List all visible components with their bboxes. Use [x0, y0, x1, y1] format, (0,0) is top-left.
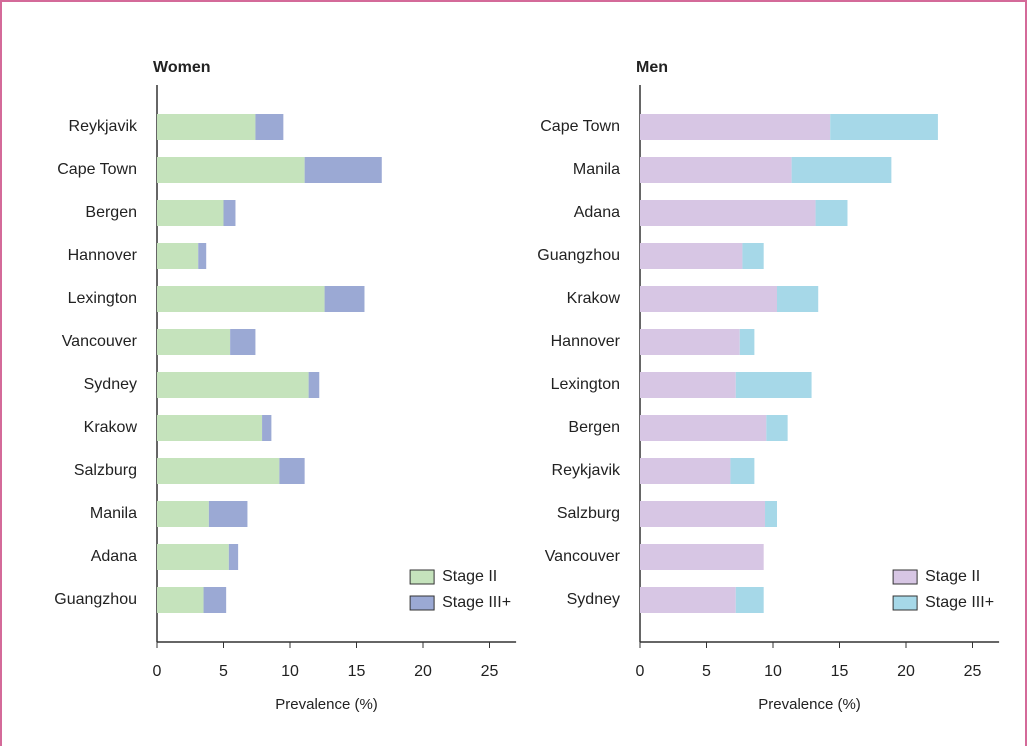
bar-segment [157, 458, 280, 484]
x-tick-label: 25 [964, 663, 982, 680]
bar-segment [730, 458, 755, 484]
x-tick-label: 15 [348, 663, 366, 680]
bar-segment [255, 114, 284, 140]
legend-label: Stage III+ [442, 594, 511, 611]
legend-label: Stage II [925, 568, 980, 585]
bar-segment [640, 114, 831, 140]
x-axis-label: Prevalence (%) [275, 696, 378, 713]
bar-segment [640, 587, 736, 613]
bar-segment [157, 200, 224, 226]
bar-segment [640, 372, 736, 398]
bar-segment [308, 372, 320, 398]
y-tick-label: Krakow [84, 419, 138, 436]
x-tick-label: 20 [897, 663, 915, 680]
bar-segment [766, 415, 788, 441]
y-tick-label: Salzburg [74, 462, 137, 479]
y-tick-label: Cape Town [57, 161, 137, 178]
bar-segment [791, 157, 892, 183]
bar-segment [324, 286, 365, 312]
bar-segment [157, 243, 199, 269]
bar-segment [640, 200, 816, 226]
x-tick-label: 25 [481, 663, 499, 680]
y-tick-label: Sydney [567, 591, 620, 608]
y-tick-label: Salzburg [557, 505, 620, 522]
bar-segment [157, 501, 209, 527]
bar-segment [157, 329, 231, 355]
y-tick-label: Guangzhou [54, 591, 137, 608]
bar-segment [157, 157, 305, 183]
bar-segment [279, 458, 305, 484]
bar-segment [830, 114, 938, 140]
y-tick-label: Bergen [85, 204, 137, 221]
chart-title: Men [636, 59, 668, 76]
bar-segment [262, 415, 272, 441]
bar-segment [765, 501, 777, 527]
x-axis-label: Prevalence (%) [758, 696, 861, 713]
y-tick-label: Manila [90, 505, 137, 522]
x-tick-label: 10 [764, 663, 782, 680]
bar-segment [228, 544, 239, 570]
bar-segment [157, 415, 263, 441]
legend-swatch [409, 569, 435, 585]
x-tick-label: 15 [831, 663, 849, 680]
y-tick-label: Hannover [68, 247, 138, 264]
x-tick-label: 0 [153, 663, 162, 680]
bar-segment [640, 544, 764, 570]
bar-segment [640, 415, 767, 441]
x-tick-label: 0 [636, 663, 645, 680]
bar-segment [208, 501, 248, 527]
bar-segment [640, 458, 731, 484]
bar-segment [223, 200, 236, 226]
y-tick-label: Adana [574, 204, 620, 221]
y-tick-label: Reykjavik [552, 462, 621, 479]
bar-segment [776, 286, 819, 312]
bar-segment [735, 372, 812, 398]
bar-segment [640, 157, 792, 183]
y-tick-label: Manila [573, 161, 620, 178]
y-tick-label: Cape Town [540, 118, 620, 135]
x-tick-label: 20 [414, 663, 432, 680]
legend-swatch [892, 569, 918, 585]
bar-segment [735, 587, 764, 613]
bar-segment [304, 157, 382, 183]
x-tick-label: 5 [219, 663, 228, 680]
y-tick-label: Sydney [84, 376, 137, 393]
bar-segment [203, 587, 227, 613]
y-tick-label: Vancouver [545, 548, 621, 565]
bar-segment [230, 329, 256, 355]
bar-segment [640, 501, 766, 527]
y-tick-label: Hannover [551, 333, 621, 350]
x-tick-label: 5 [702, 663, 711, 680]
y-tick-label: Guangzhou [537, 247, 620, 264]
legend-label: Stage II [442, 568, 497, 585]
y-tick-label: Vancouver [62, 333, 138, 350]
y-tick-label: Bergen [568, 419, 620, 436]
bar-segment [739, 329, 755, 355]
bar-segment [640, 243, 743, 269]
y-tick-label: Lexington [68, 290, 137, 307]
bar-segment [157, 544, 229, 570]
bar-segment [742, 243, 764, 269]
chart-title: Women [153, 59, 210, 76]
bar-segment [640, 329, 740, 355]
bar-segment [640, 286, 777, 312]
y-tick-label: Krakow [567, 290, 621, 307]
y-tick-label: Lexington [551, 376, 620, 393]
bar-segment [157, 372, 309, 398]
legend-label: Stage III+ [925, 594, 994, 611]
bar-segment [157, 114, 256, 140]
y-tick-label: Reykjavik [69, 118, 138, 135]
legend-swatch [892, 595, 918, 611]
bar-segment [157, 286, 325, 312]
bar-segment [198, 243, 207, 269]
bar-segment [815, 200, 848, 226]
bar-segment [157, 587, 204, 613]
legend-swatch [409, 595, 435, 611]
y-tick-label: Adana [91, 548, 137, 565]
x-tick-label: 10 [281, 663, 299, 680]
